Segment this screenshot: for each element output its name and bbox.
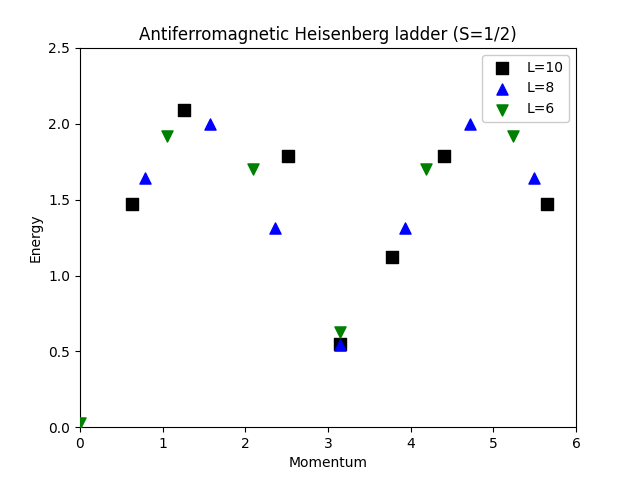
L=10 — [335, 340, 345, 348]
L=6 — [335, 328, 345, 336]
L=8 — [399, 225, 410, 232]
L=8 — [465, 120, 475, 128]
L=10 — [438, 152, 449, 159]
X-axis label: Momentum: Momentum — [289, 456, 367, 470]
L=10 — [387, 253, 397, 261]
Title: Antiferromagnetic Heisenberg ladder (S=1/2): Antiferromagnetic Heisenberg ladder (S=1… — [139, 25, 517, 44]
L=8 — [529, 175, 540, 182]
L=10 — [542, 200, 552, 208]
L=6 — [248, 166, 259, 173]
L=10 — [283, 152, 293, 159]
L=8 — [335, 341, 345, 349]
L=10 — [490, 107, 500, 114]
L=6 — [508, 132, 518, 140]
L=8 — [269, 225, 280, 232]
Legend: L=10, L=8, L=6: L=10, L=8, L=6 — [482, 55, 569, 122]
L=6 — [75, 419, 85, 427]
L=6 — [161, 132, 172, 140]
L=10 — [179, 107, 189, 114]
Y-axis label: Energy: Energy — [29, 213, 43, 262]
L=8 — [140, 175, 150, 182]
L=8 — [205, 120, 215, 128]
L=6 — [421, 166, 431, 173]
L=10 — [127, 200, 137, 208]
